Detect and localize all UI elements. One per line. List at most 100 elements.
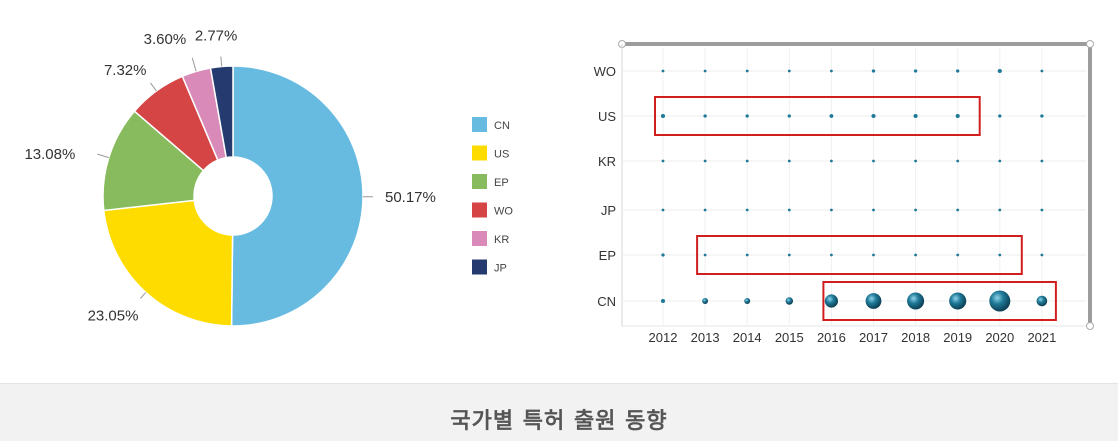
bubble-jp-2017: [872, 208, 875, 212]
bubble-cn-2019: [949, 292, 967, 310]
y-tick-kr: KR: [598, 154, 616, 169]
legend-item-wo: WO: [472, 202, 513, 218]
bubble-ep-2021: [1040, 253, 1044, 257]
y-tick-jp: JP: [601, 203, 616, 218]
bubble-chart: WO US KR JP EP CN 2012 2013 2014 2015 2016 2017 2018…: [594, 40, 1094, 345]
pie-label-ep: 13.08%: [24, 146, 75, 163]
bubble-wo-2020: [997, 68, 1002, 74]
bubble-cn-2018: [907, 292, 925, 310]
bubble-jp-2021: [1040, 208, 1044, 212]
bubble-kr-2019: [956, 159, 960, 163]
x-tick-2013: 2013: [691, 330, 720, 345]
bubble-kr-2020: [998, 159, 1002, 163]
legend-swatch: [472, 202, 487, 218]
pie-label-kr: 3.60%: [144, 31, 187, 48]
bubble-us-2015: [787, 114, 791, 118]
bubble-us-2019: [955, 113, 960, 119]
x-tick-2017: 2017: [859, 330, 888, 345]
bubble-cn-2016: [824, 294, 838, 308]
bubble-jp-2015: [787, 208, 791, 212]
pie-label-jp: 2.77%: [195, 28, 238, 45]
legend-label: JP: [494, 263, 507, 275]
legend-swatch: [472, 174, 487, 189]
bubble-ep-2015: [787, 253, 791, 257]
bubble-cn-2017: [865, 293, 882, 309]
x-tick-2021: 2021: [1027, 330, 1056, 345]
bubble-cn-2014: [744, 298, 751, 304]
chart-panel: 50.17% 23.05% 13.08% 7.32% 3.60% 2.77% CN US EP W…: [0, 0, 1118, 384]
bubble-wo-2019: [956, 69, 960, 73]
bubble-us-2017: [871, 113, 876, 119]
leader-line-ep: [97, 153, 109, 159]
legend-swatch: [472, 231, 487, 246]
x-tick-2020: 2020: [985, 330, 1014, 345]
bubble-kr-2012: [661, 159, 665, 163]
bubble-cn-2013: [702, 298, 709, 304]
bubble-ep-2016: [830, 253, 833, 257]
y-tick-ep: EP: [599, 248, 616, 263]
chart-caption: 국가별 특허 출원 동향: [450, 409, 668, 434]
x-tick-2016: 2016: [817, 330, 846, 345]
frame-handle: [1086, 322, 1094, 330]
leader-line-wo: [150, 82, 157, 92]
leader-line-jp: [220, 56, 223, 67]
bubble-us-2018: [913, 113, 918, 119]
x-tick-2019: 2019: [943, 330, 972, 345]
bubble-us-2014: [745, 114, 749, 118]
bubble-jp-2019: [956, 208, 960, 212]
bubble-ep-2018: [914, 253, 917, 257]
bubble-jp-2016: [830, 208, 833, 212]
legend-swatch: [472, 145, 487, 161]
bubble-cn-2012: [660, 298, 666, 304]
bubble-us-2012: [660, 113, 666, 119]
bubble-us-2020: [998, 114, 1002, 118]
donut-chart: 50.17% 23.05% 13.08% 7.32% 3.60% 2.77% CN US EP W…: [24, 28, 513, 327]
legend-label: KR: [494, 234, 509, 246]
bubble-cn-2020: [989, 290, 1011, 312]
pie-slice-cn: [230, 65, 364, 327]
bubble-wo-2021: [1040, 69, 1044, 73]
frame-handle: [1086, 40, 1094, 48]
pie-slice-jp: [209, 65, 234, 159]
bubble-wo-2016: [830, 69, 833, 73]
bubble-jp-2014: [745, 208, 749, 212]
y-tick-cn: CN: [597, 294, 616, 309]
bubble-kr-2014: [745, 159, 749, 163]
highlight-box-us: [654, 96, 981, 136]
bubble-wo-2012: [661, 69, 665, 73]
bubble-ep-2014: [745, 253, 749, 257]
x-tick-2012: 2012: [649, 330, 678, 345]
bubble-cn-2021: [1036, 295, 1048, 307]
leader-line-us: [140, 292, 147, 299]
bubble-us-2016: [829, 114, 834, 118]
y-tick-wo: WO: [594, 64, 616, 79]
bubble-kr-2013: [703, 159, 707, 163]
pie-label-wo: 7.32%: [104, 62, 147, 79]
bubble-wo-2015: [787, 69, 791, 73]
legend-item-jp: JP: [472, 259, 507, 275]
bubble-kr-2016: [830, 159, 833, 163]
bubble-us-2021: [1040, 114, 1044, 118]
bubble-wo-2014: [745, 69, 749, 73]
pie-label-us: 23.05%: [88, 307, 139, 324]
bubble-kr-2015: [787, 159, 791, 163]
legend-item-kr: KR: [472, 231, 509, 246]
bubble-kr-2017: [872, 159, 875, 163]
highlight-box-cn: [822, 281, 1057, 321]
legend-swatch: [472, 117, 487, 132]
legend-label: EP: [494, 177, 509, 189]
bubble-kr-2021: [1040, 159, 1044, 163]
bubble-jp-2012: [661, 208, 665, 212]
bubble-wo-2017: [871, 69, 876, 73]
bubble-jp-2018: [914, 208, 917, 212]
bubble-wo-2013: [703, 69, 707, 73]
bubble-wo-2018: [913, 69, 918, 73]
x-tick-2014: 2014: [733, 330, 762, 345]
x-tick-2018: 2018: [901, 330, 930, 345]
bubble-cn-2015: [785, 297, 794, 305]
legend-item-us: US: [472, 145, 509, 161]
pie-slice-ep: [102, 110, 205, 212]
legend-swatch: [472, 259, 487, 275]
legend-label: CN: [494, 120, 510, 132]
bubble-ep-2020: [998, 253, 1002, 257]
